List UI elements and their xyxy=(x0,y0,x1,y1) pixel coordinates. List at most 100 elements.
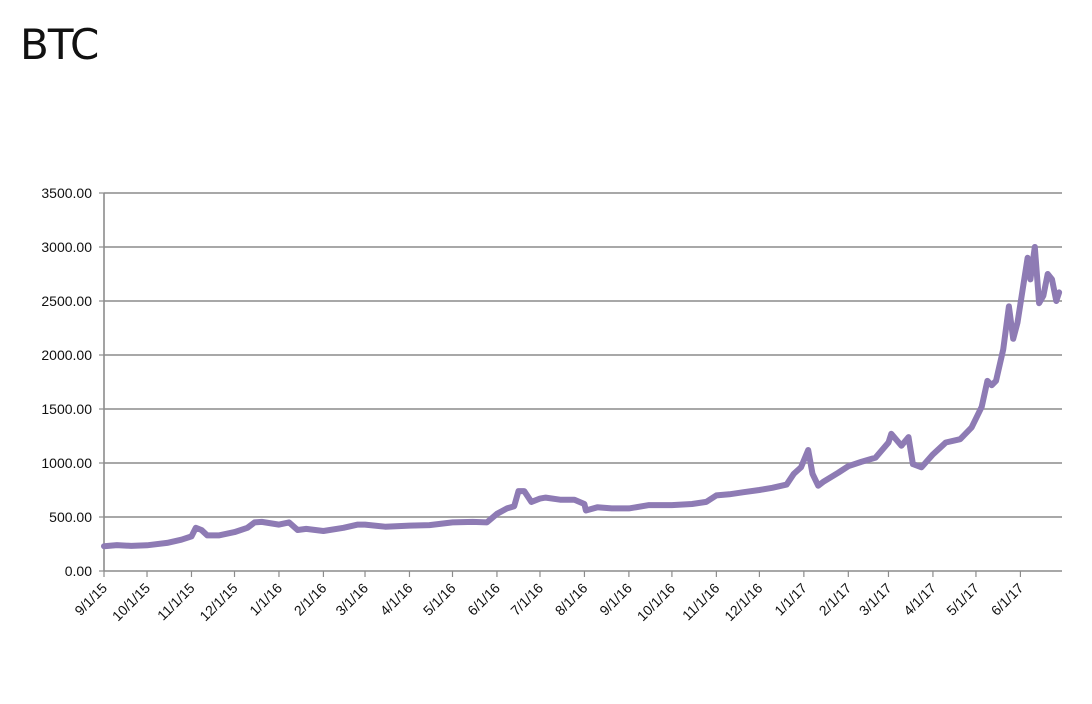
x-tick-label: 5/1/17 xyxy=(943,580,982,619)
x-tick-label: 3/1/16 xyxy=(332,580,371,619)
series-layer xyxy=(101,244,1063,550)
data-point xyxy=(1000,347,1006,353)
data-point xyxy=(581,501,588,507)
data-point xyxy=(969,424,975,430)
data-point xyxy=(703,499,709,505)
data-point xyxy=(726,491,732,497)
data-point xyxy=(646,502,652,508)
x-tick-label: 3/1/17 xyxy=(856,580,895,619)
data-point xyxy=(805,447,811,453)
data-point xyxy=(511,503,517,509)
data-point xyxy=(521,488,527,494)
data-point xyxy=(583,507,589,514)
data-point xyxy=(979,404,985,410)
y-axis: 0.00 500.00 1000.00 1500.00 2000.00 2500.00 30… xyxy=(41,185,105,579)
data-point xyxy=(204,532,210,539)
data-point xyxy=(303,526,309,532)
data-point xyxy=(1032,244,1038,250)
data-point xyxy=(930,451,936,457)
x-tick-label: 1/1/16 xyxy=(246,580,285,619)
data-point xyxy=(1006,303,1012,309)
data-point xyxy=(1049,276,1055,282)
y-tick-label: 500.00 xyxy=(49,509,92,525)
data-point xyxy=(1014,320,1021,326)
data-point xyxy=(198,527,205,533)
data-point xyxy=(101,543,107,549)
data-point xyxy=(216,532,222,539)
data-point xyxy=(741,489,747,495)
data-point xyxy=(1053,298,1059,304)
data-point xyxy=(815,483,821,489)
x-tick-label: 6/1/17 xyxy=(988,580,1027,619)
x-tick-label: 12/1/16 xyxy=(721,580,765,624)
y-tick-label: 0.00 xyxy=(65,563,92,579)
data-point xyxy=(114,542,120,548)
data-point xyxy=(188,533,195,540)
x-tick-label: 9/1/15 xyxy=(71,580,110,619)
data-point xyxy=(259,519,265,525)
data-point xyxy=(669,502,675,508)
data-point xyxy=(594,504,600,510)
data-point xyxy=(295,527,301,533)
x-tick-label: 1/1/17 xyxy=(771,580,810,619)
data-point xyxy=(1010,336,1016,342)
data-point xyxy=(1025,255,1031,261)
x-tick-label: 10/1/15 xyxy=(109,580,153,624)
x-tick-label: 6/1/16 xyxy=(464,580,503,619)
data-point xyxy=(355,522,361,528)
data-point xyxy=(286,519,292,526)
data-point xyxy=(798,464,804,470)
data-point xyxy=(470,519,476,525)
data-point xyxy=(784,482,790,488)
data-point xyxy=(164,540,170,546)
data-point xyxy=(918,464,925,470)
data-point xyxy=(791,471,797,477)
data-point xyxy=(128,543,134,549)
data-point xyxy=(769,485,775,491)
data-point xyxy=(873,455,879,461)
data-point xyxy=(382,524,388,530)
data-point xyxy=(1036,300,1042,306)
data-point xyxy=(609,505,615,511)
data-point xyxy=(484,519,490,526)
x-tick-label: 4/1/16 xyxy=(377,580,416,619)
data-point xyxy=(993,378,999,384)
data-point xyxy=(1045,271,1051,277)
data-point xyxy=(193,525,199,531)
data-point xyxy=(756,487,763,493)
data-point xyxy=(957,436,963,442)
data-point xyxy=(320,528,326,534)
y-tick-label: 2000.00 xyxy=(41,347,92,363)
x-tick-label: 2/1/17 xyxy=(816,580,855,619)
y-tick-label: 3000.00 xyxy=(41,239,92,255)
data-point xyxy=(858,459,864,465)
x-tick-label: 10/1/16 xyxy=(634,580,678,624)
data-point xyxy=(252,519,258,526)
chart-title: BTC xyxy=(20,20,99,69)
data-point xyxy=(494,511,500,517)
data-point xyxy=(989,382,995,388)
y-tick-label: 1000.00 xyxy=(41,455,92,471)
x-tick-label: 9/1/16 xyxy=(596,580,635,619)
x-tick-label: 2/1/16 xyxy=(291,580,330,619)
x-tick-label: 11/1/16 xyxy=(679,580,723,624)
data-point xyxy=(557,497,563,503)
data-point xyxy=(845,463,851,469)
data-point xyxy=(426,522,433,528)
data-point xyxy=(809,471,816,477)
x-tick-label: 11/1/15 xyxy=(154,580,198,624)
data-point xyxy=(537,496,543,502)
series-line xyxy=(101,244,1063,550)
data-point xyxy=(1056,289,1062,295)
data-point xyxy=(543,495,549,501)
data-point xyxy=(905,434,912,440)
data-point xyxy=(984,378,991,384)
data-point xyxy=(626,505,632,511)
data-point xyxy=(821,478,827,484)
data-point xyxy=(504,505,510,511)
data-point xyxy=(885,439,892,446)
data-point xyxy=(449,519,456,526)
x-tick-label: 7/1/16 xyxy=(507,580,546,619)
